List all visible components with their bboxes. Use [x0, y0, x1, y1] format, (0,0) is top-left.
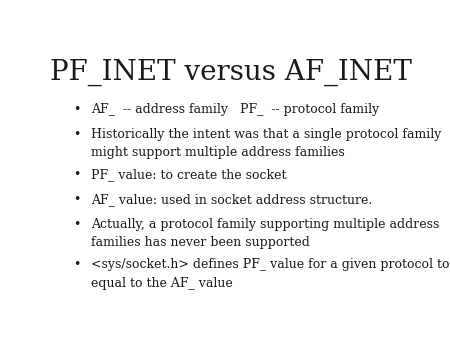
Text: might support multiple address families: might support multiple address families — [91, 146, 345, 160]
Text: Historically the intent was that a single protocol family: Historically the intent was that a singl… — [91, 128, 441, 141]
Text: •: • — [73, 258, 81, 271]
Text: •: • — [73, 103, 81, 116]
Text: equal to the AF_ value: equal to the AF_ value — [91, 276, 233, 290]
Text: AF_  -- address family   PF_  -- protocol family: AF_ -- address family PF_ -- protocol fa… — [91, 103, 379, 116]
Text: •: • — [73, 168, 81, 181]
Text: PF_ value: to create the socket: PF_ value: to create the socket — [91, 168, 287, 181]
Text: families has never been supported: families has never been supported — [91, 236, 310, 249]
Text: Actually, a protocol family supporting multiple address: Actually, a protocol family supporting m… — [91, 218, 440, 231]
Text: AF_ value: used in socket address structure.: AF_ value: used in socket address struct… — [91, 193, 373, 206]
Text: •: • — [73, 193, 81, 206]
Text: <sys/socket.h> defines PF_ value for a given protocol to be: <sys/socket.h> defines PF_ value for a g… — [91, 258, 450, 271]
Text: •: • — [73, 128, 81, 141]
Text: •: • — [73, 218, 81, 231]
Text: PF_INET versus AF_INET: PF_INET versus AF_INET — [50, 59, 412, 86]
